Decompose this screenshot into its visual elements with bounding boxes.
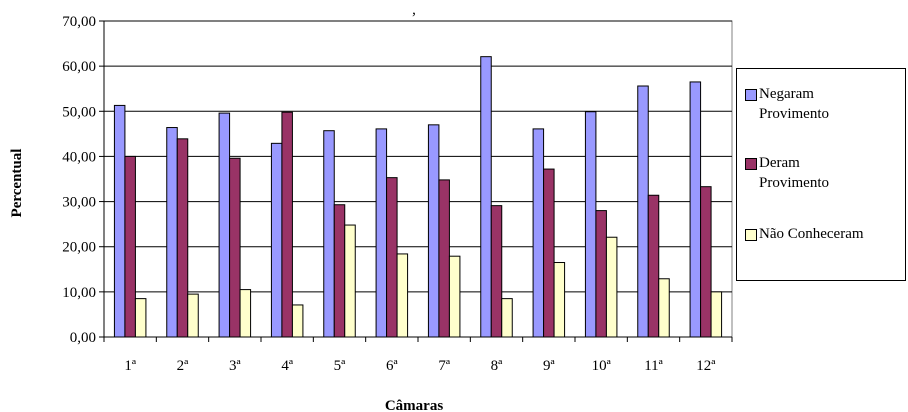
chart-title: , [412,2,416,18]
bar [386,177,398,338]
bar [438,179,450,338]
bar [113,104,126,338]
bar [176,138,189,338]
bar [647,194,660,338]
x-tick-label: 8ª [491,358,504,374]
bar [532,128,545,338]
bar [396,253,409,338]
y-tick-label: 40,00 [62,149,96,165]
bar [490,205,503,338]
x-tick-labels: 1ª 2ª 3ª 4ª 5ª 6ª 7ª 8ª 9ª 10ª 11ª 12ª [124,358,716,374]
y-tick-label: 60,00 [62,59,96,75]
bar [501,298,513,338]
bar [375,128,388,338]
bar [166,127,178,338]
bar [584,111,597,338]
y-tick-label: 70,00 [62,14,96,30]
x-tick-label: 12ª [696,358,716,374]
y-tick-label: 10,00 [62,285,96,301]
legend-swatch-deram-provimento [745,158,757,170]
bar [637,85,649,338]
y-tick-label: 30,00 [62,195,96,211]
bar [605,236,618,338]
legend-label: Deram Provimento [759,155,829,191]
x-tick-label: 6ª [386,358,399,374]
legend-label: Negaram Provimento [759,86,829,122]
legend-swatch-nao-conheceram [745,229,757,241]
legend-swatch-negaram-provimento [745,89,757,101]
bar [229,157,241,338]
y-tick-label: 0,00 [70,330,96,346]
bar [427,124,440,338]
bar [595,210,607,338]
bar [218,112,231,338]
y-tick-label: 50,00 [62,104,96,120]
bar [658,278,670,338]
y-axis-title: Percentual [9,149,25,218]
bar [281,111,293,338]
legend-label: Não Conheceram [759,226,864,242]
x-tick-label: 7ª [438,358,451,374]
x-axis-title: Câmaras [385,398,443,412]
y-tick-label: 20,00 [62,240,96,256]
axes [99,20,733,342]
x-tick-label: 9ª [543,358,556,374]
bar [553,262,566,338]
bar [480,56,492,338]
bar [270,142,283,338]
bar [187,293,199,338]
bar [124,155,136,338]
bar [323,130,335,338]
bar [344,224,356,338]
x-tick-label: 1ª [124,358,137,374]
bar [291,304,304,338]
legend-item-negaram-provimento: Negaram Provimento [745,84,829,124]
legend-item-deram-provimento: Deram Provimento [745,153,829,193]
bar [239,289,252,338]
x-tick-label: 5ª [334,358,347,374]
x-tick-label: 4ª [281,358,294,374]
bar [448,255,461,338]
bar [710,291,723,338]
x-tick-label: 2ª [177,358,190,374]
legend: Negaram Provimento Deram Provimento Não … [736,68,906,281]
bar [543,168,555,338]
bar [700,186,712,338]
bar [134,298,147,338]
bar [333,204,346,338]
x-tick-label: 10ª [592,358,612,374]
bars [113,56,723,338]
x-tick-label: 3ª [229,358,242,374]
legend-item-nao-conheceram: Não Conheceram [745,224,864,244]
x-tick-label: 11ª [644,358,663,374]
bar [689,81,702,338]
y-tick-labels: 0,00 10,00 20,00 30,00 40,00 50,00 60,00 70,00 [62,14,96,346]
